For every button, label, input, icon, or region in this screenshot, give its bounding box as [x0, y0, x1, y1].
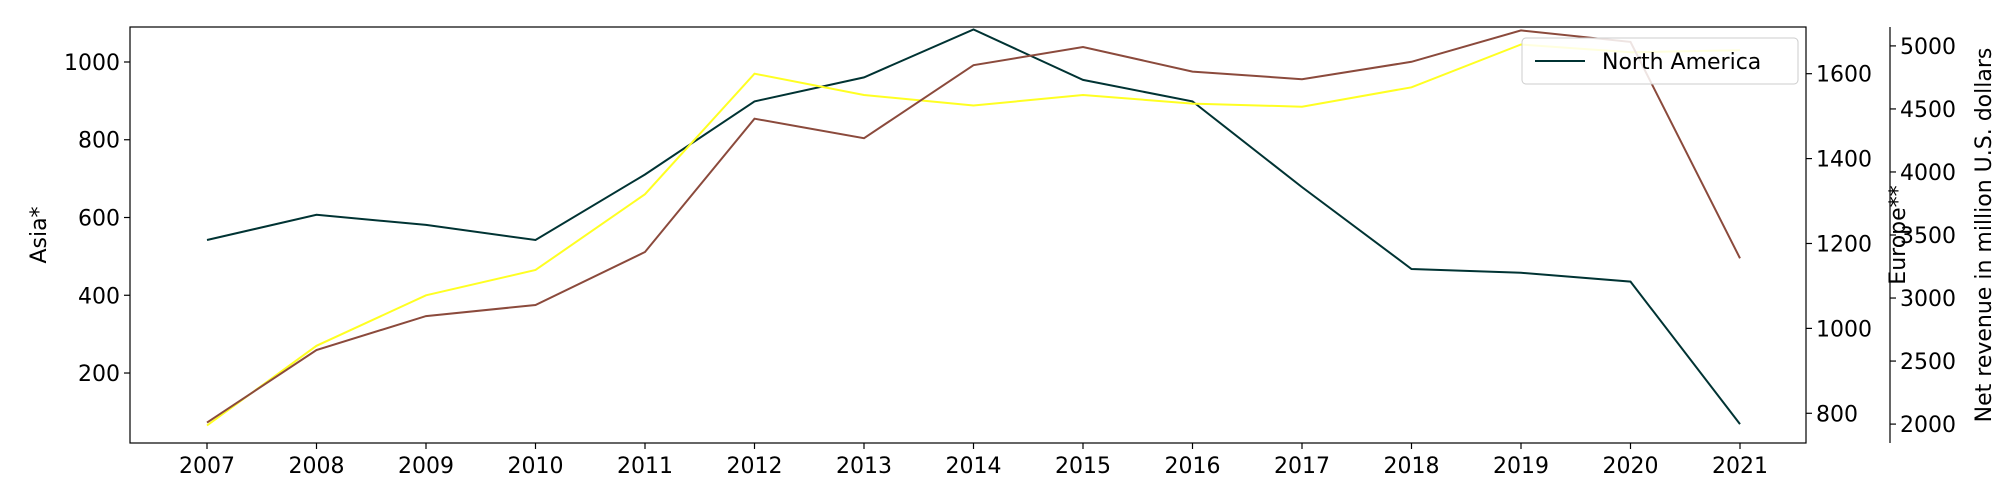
- legend-box: [1521, 37, 1799, 85]
- legend: North America: [1521, 37, 1799, 85]
- y-axis-right2-tick-label: 5000: [1900, 35, 1956, 60]
- y-axis-right2: 2000 2500 3000 3500 4000 4500 5000: [1889, 27, 1956, 443]
- y-axis-left-tick-label: 600: [78, 207, 120, 232]
- series-line-north-america: [206, 28, 1741, 425]
- x-axis: 2007 2008 2009 2010 2011 2012 2013 2014 2015 2016…: [179, 443, 1768, 479]
- x-tick-label: 2020: [1603, 454, 1659, 479]
- series-layer: [206, 28, 1741, 427]
- x-tick-label: 2013: [836, 454, 892, 479]
- legend-label-north-america: North America: [1602, 50, 1761, 75]
- y-axis-right1: 800 1000 1200 1400 1600: [1806, 63, 1872, 427]
- x-tick-label: 2012: [727, 454, 783, 479]
- y-axis-right2-tick-label: 3000: [1900, 287, 1956, 312]
- x-tick-label: 2010: [508, 454, 564, 479]
- y-axis-right2-tick-label: 2000: [1900, 413, 1956, 438]
- x-tick-label: 2015: [1055, 454, 1111, 479]
- y-axis-right1-tick-label: 800: [1816, 402, 1858, 427]
- y-axis-right2-tick-label: 3500: [1900, 224, 1956, 249]
- x-tick-label: 2014: [946, 454, 1002, 479]
- y-axis-left-tick-label: 400: [78, 284, 120, 309]
- x-tick-label: 2009: [398, 454, 454, 479]
- y-axis-right2-tick-label: 2500: [1900, 350, 1956, 375]
- y-axis-left-tick-label: 1000: [64, 51, 120, 76]
- x-tick-label: 2011: [617, 454, 673, 479]
- y-axis-right1-title: Europe**: [1886, 185, 1911, 284]
- x-tick-label: 2007: [179, 454, 235, 479]
- x-tick-label: 2021: [1712, 454, 1768, 479]
- plot-area: [129, 26, 1807, 444]
- x-tick-label: 2018: [1384, 454, 1440, 479]
- x-tick-label: 2019: [1493, 454, 1549, 479]
- y-axis-left: 200 400 600 800 1000: [64, 51, 130, 387]
- y-axis-right2-tick-label: 4000: [1900, 161, 1956, 186]
- y-axis-right1-tick-label: 1600: [1816, 63, 1872, 88]
- x-tick-label: 2017: [1274, 454, 1330, 479]
- y-axis-right2-tick-label: 4500: [1900, 98, 1956, 123]
- series-line-series-2: [206, 29, 1741, 424]
- y-axis-left-tick-label: 800: [78, 129, 120, 154]
- y-axis-right2-title: Net revenue in million U.S. dollars: [1972, 48, 1997, 423]
- series-line-series-1: [206, 43, 1741, 427]
- y-axis-right1-tick-label: 1200: [1816, 232, 1872, 257]
- y-axis-left-tick-label: 200: [78, 362, 120, 387]
- x-tick-label: 2008: [289, 454, 345, 479]
- y-axis-left-title: Asia*: [27, 206, 52, 263]
- x-tick-label: 2016: [1165, 454, 1221, 479]
- y-axis-right1-tick-label: 1000: [1816, 317, 1872, 342]
- y-axis-right1-tick-label: 1400: [1816, 148, 1872, 173]
